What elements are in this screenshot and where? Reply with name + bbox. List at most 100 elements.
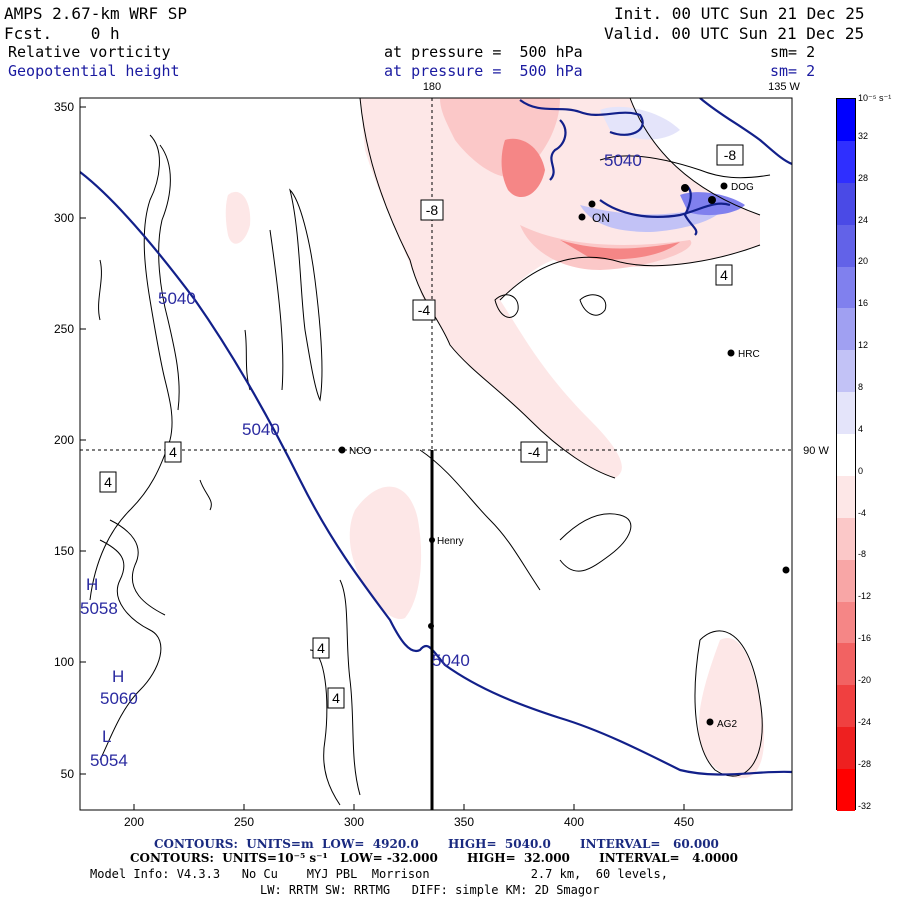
vorticity-value-boxes: 4 4 -8 -4 -4 4 4 -8 4 [99, 144, 744, 709]
vort-box-label: 4 [169, 444, 177, 460]
y-tick-label: 300 [54, 211, 74, 225]
station-marker [720, 182, 728, 190]
vort-box-label: -8 [724, 147, 737, 163]
colorbar-swatch [837, 643, 855, 686]
colorbar-label: 24 [858, 215, 869, 225]
colorbar-swatch [837, 182, 855, 226]
y-tick-label: 350 [54, 100, 74, 114]
y-tick-label: 50 [61, 767, 75, 781]
high-pressure-letter: H [112, 667, 124, 686]
field1-smoothing: sm= 2 [770, 43, 816, 61]
colorbar-swatch [837, 727, 855, 770]
x-tick-label: 200 [124, 815, 144, 829]
meridian-label-90w: 90 W [803, 445, 829, 457]
station-label: NCO [349, 446, 371, 457]
x-tick-label: 450 [674, 815, 694, 829]
high-pressure-value: 5058 [80, 599, 118, 618]
colorbar-label: -28 [858, 759, 872, 769]
station-marker [429, 537, 435, 543]
y-tick-label: 100 [54, 655, 74, 669]
height-contour-info: CONTOURS: UNITS=m LOW= 4920.0 HIGH= 5040… [154, 837, 719, 851]
colorbar-label: -20 [858, 675, 872, 685]
model-info: Model Info: V4.3.3 No Cu MYJ PBL Morriso… [90, 867, 668, 881]
colorbar-label: -4 [858, 508, 867, 518]
colorbar-label: -12 [858, 591, 872, 601]
colorbar-swatch [837, 517, 855, 561]
field1-level: at pressure = 500 hPa [384, 43, 583, 61]
colorbar-unit: 10⁻⁵ s⁻¹ [858, 93, 892, 103]
valid-time: Valid. 00 UTC Sun 21 Dec 25 [604, 24, 865, 43]
station-marker [782, 566, 790, 574]
field2-name: Geopotential height [8, 62, 180, 80]
vort-box-label: -4 [418, 302, 431, 318]
colorbar-label: 16 [858, 298, 869, 308]
meridian-label-180: 180 [423, 81, 441, 93]
x-axis-ticks: 200 250 300 350 400 450 [124, 804, 694, 829]
field2-level: at pressure = 500 hPa [384, 62, 583, 80]
low-pressure-letter: L [102, 727, 111, 746]
colorbar-label: 12 [858, 340, 869, 350]
colorbar-swatch [837, 308, 855, 351]
height-label: 5040 [432, 651, 470, 670]
colorbar-label: 0 [858, 466, 864, 476]
colorbar-swatch [837, 434, 855, 477]
height-label: 5040 [158, 289, 196, 308]
vorticity-shading [225, 98, 765, 779]
colorbar-label: 8 [858, 382, 864, 392]
colorbar-label: 4 [858, 424, 864, 434]
init-time: Init. 00 UTC Sun 21 Dec 25 [614, 4, 865, 23]
colorbar-label: -32 [858, 801, 872, 811]
vort-box-label: -4 [528, 444, 541, 460]
station-marker [428, 623, 434, 629]
x-tick-label: 350 [454, 815, 474, 829]
vort-box-label: 4 [104, 474, 112, 490]
vort-box-label: 4 [720, 267, 728, 283]
station-label: DOG [731, 182, 754, 193]
vort-box-label: -8 [426, 202, 439, 218]
y-axis-ticks: 50 100 150 200 250 300 350 [54, 100, 86, 781]
y-tick-label: 150 [54, 544, 74, 558]
vorticity-contours [89, 98, 771, 806]
station-marker [681, 184, 689, 192]
height-label: 5040 [242, 420, 280, 439]
colorbar-swatches [836, 98, 856, 812]
forecast-hour: Fcst. 0 h [4, 24, 120, 43]
colorbar-label: -24 [858, 717, 872, 727]
station-marker [706, 718, 714, 726]
colorbar-label: -16 [858, 633, 872, 643]
vort-box-label: 4 [317, 640, 325, 656]
field2-smoothing: sm= 2 [770, 62, 816, 80]
colorbar-swatch [837, 601, 855, 644]
colorbar-swatch [837, 559, 855, 603]
high-pressure-letter: H [86, 575, 98, 594]
meridian-label-135w: 135 W [768, 81, 800, 93]
low-pressure-value: 5054 [90, 751, 128, 770]
station-marker [338, 446, 346, 454]
grid-reference-lines [80, 98, 792, 451]
station-label: HRC [738, 349, 760, 360]
colorbar: 10⁻⁵ s⁻¹ 32 28 24 20 16 12 8 4 0 -4 -8 -… [836, 94, 896, 812]
y-tick-label: 200 [54, 433, 74, 447]
colorbar-swatch [837, 769, 855, 812]
geopotential-contours [80, 98, 792, 776]
x-tick-label: 300 [344, 815, 364, 829]
colorbar-swatch [837, 392, 855, 435]
model-title: AMPS 2.67-km WRF SP [4, 4, 188, 23]
station-label: AG2 [717, 719, 737, 730]
x-tick-label: 400 [564, 815, 584, 829]
colorbar-label: 28 [858, 173, 869, 183]
station-marker [727, 349, 735, 357]
colorbar-label: -8 [858, 549, 867, 559]
x-tick-label: 250 [234, 815, 254, 829]
physics-info: LW: RRTM SW: RRTMG DIFF: simple KM: 2D S… [260, 883, 600, 897]
colorbar-label: 20 [858, 256, 869, 266]
field1-name: Relative vorticity [8, 43, 171, 61]
colorbar-swatch [837, 350, 855, 393]
colorbar-swatch [837, 99, 855, 142]
plot-frame [79, 97, 793, 811]
colorbar-swatch [837, 224, 855, 268]
vort-box-label: 4 [332, 690, 340, 706]
high-pressure-value: 5060 [100, 689, 138, 708]
colorbar-swatch [837, 685, 855, 728]
height-label: 5040 [604, 151, 642, 170]
